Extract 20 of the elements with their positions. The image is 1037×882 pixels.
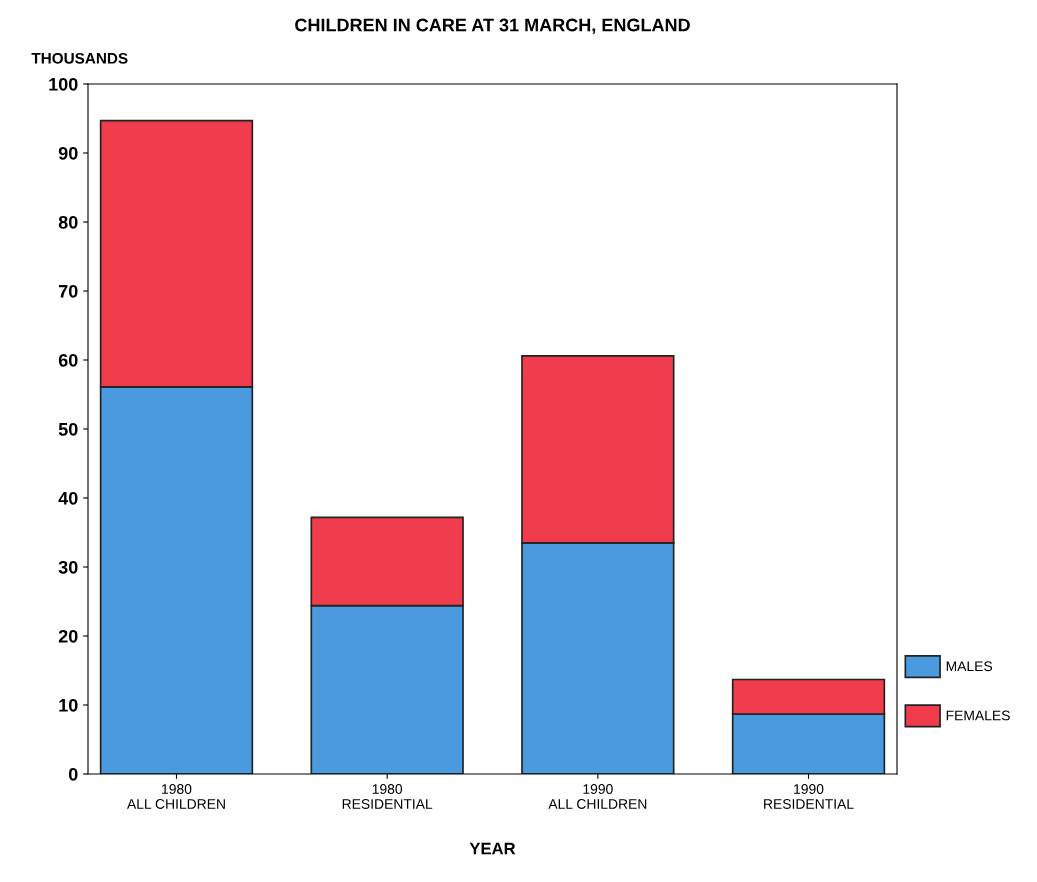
x-tick-label: 1980 RESIDENTIAL [342,784,433,809]
y-tick-label: 100 [49,77,78,91]
y-tick-label: 70 [58,284,78,298]
x-axis-title: YEAR [469,842,516,855]
y-tick-label: 0 [68,767,78,781]
legend-label: MALES [946,661,993,672]
y-tick-label: 60 [58,353,78,367]
chart-title: CHILDREN IN CARE AT 31 MARCH, ENGLAND [295,18,690,35]
y-tick-label: 90 [58,146,78,160]
y-tick-label: 30 [58,560,78,574]
x-tick-label: 1990 RESIDENTIAL [764,784,854,809]
x-tick-label: 1990 ALL CHILDREN [548,784,647,809]
y-axis-title: THOUSANDS [31,52,128,64]
x-tick-label: 1980 ALL CHILDREN [126,784,225,809]
y-tick-label: 40 [58,491,78,505]
y-tick-label: 50 [58,422,78,436]
y-tick-label: 80 [58,215,78,229]
y-tick-label: 10 [59,698,78,712]
legend-label: FEMALES [946,710,1010,721]
y-tick-label: 20 [58,629,78,643]
